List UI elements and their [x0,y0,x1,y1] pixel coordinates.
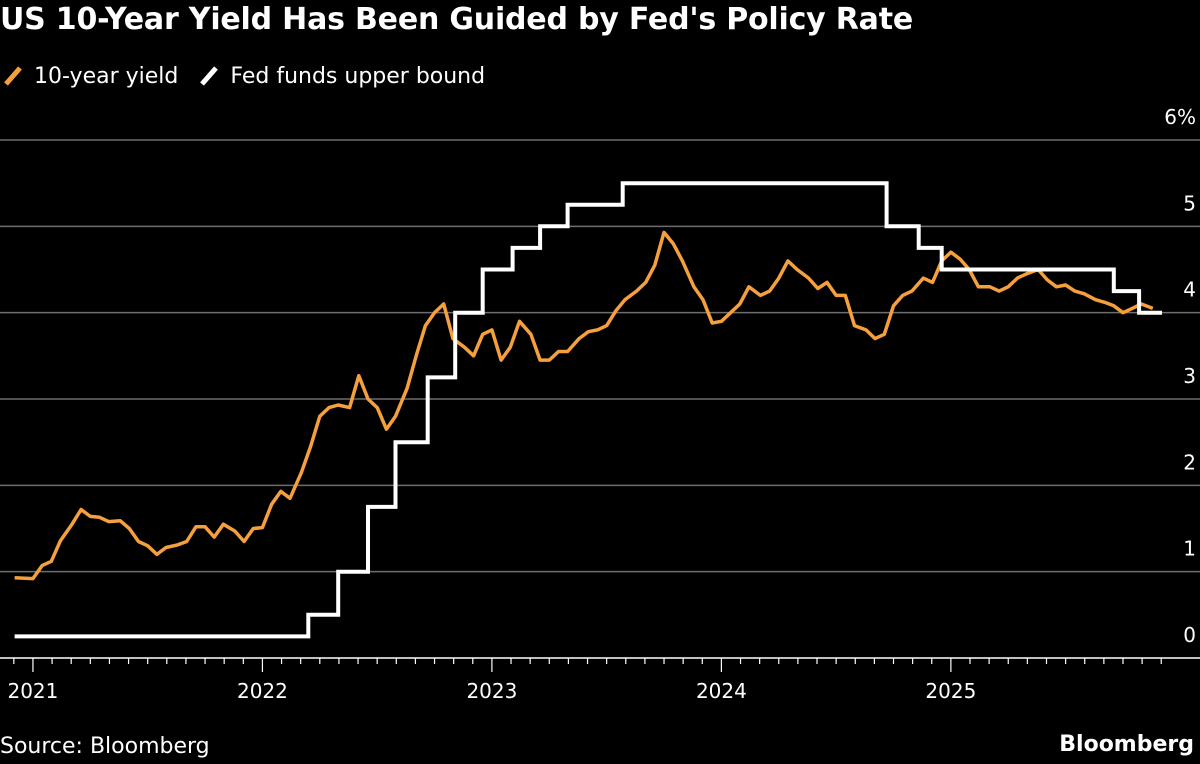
x-tick-label-2025: 2025 [925,679,976,703]
grid-layer [0,139,1200,573]
x-tick-label-2021: 2021 [7,679,58,703]
series-line-ten-year-yield [14,230,1154,581]
series-line-fed-funds-upper-bound [14,181,1162,639]
legend-label-fed: Fed funds upper bound [230,63,486,89]
y-tick-label-3: 3 [1183,364,1196,388]
y-tick-label-6: 6% [1164,105,1196,129]
legend-swatch-yield-icon [4,66,22,86]
y-tick-label-5: 5 [1183,191,1196,215]
x-axis: 2021 2022 2023 2024 2025 [0,657,1200,703]
legend-item-yield: 10-year yield [0,62,178,90]
x-tick-label-2023: 2023 [466,679,517,703]
chart-title: US 10-Year Yield Has Been Guided by Fed'… [0,2,914,37]
legend-label-yield: 10-year yield [34,63,179,89]
series-layer [14,181,1162,639]
y-axis-labels: 6% 5 4 3 2 1 0 [1164,105,1196,647]
chart-legend: 10-year yield Fed funds upper bound [0,60,503,92]
brand-logo: Bloomberg [1059,732,1194,757]
legend-item-fed: Fed funds upper bound [196,62,485,90]
source-note: Source: Bloomberg [0,734,210,759]
y-tick-label-2: 2 [1183,450,1196,474]
x-tick-label-2022: 2022 [237,679,288,703]
y-tick-label-4: 4 [1183,278,1196,302]
legend-swatch-fed-icon [200,66,219,86]
x-tick-label-2024: 2024 [696,679,747,703]
y-tick-label-0: 0 [1183,623,1196,647]
y-tick-label-1: 1 [1183,537,1196,561]
